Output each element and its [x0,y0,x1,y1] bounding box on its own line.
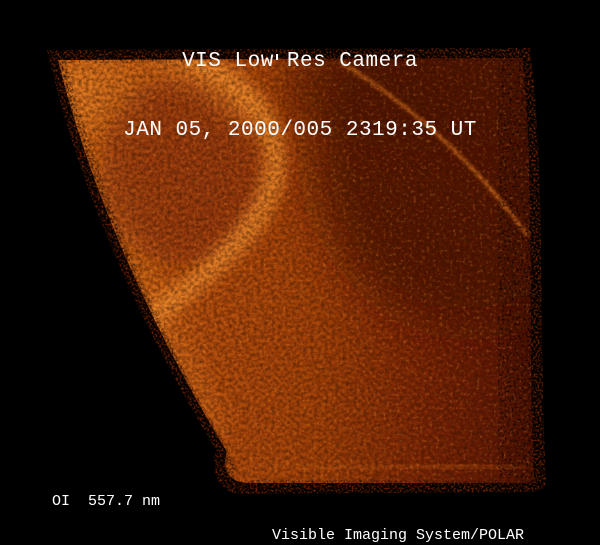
artifact-tick [276,54,278,60]
wavelength-label: OI 557.7 nm [52,493,161,510]
aurora-features [58,58,534,483]
credits-block: Visible Imaging System/POLAR The Univers… [250,493,546,545]
camera-title: VIS Low Res Camera [182,50,418,73]
timestamp-label: JAN 05, 2000/005 2319:35 UT [123,119,477,142]
image-header: VIS Low Res Camera JAN 05, 2000/005 2319… [0,4,600,188]
credit-line-1: Visible Imaging System/POLAR [271,527,525,544]
edge-roughening [54,54,538,486]
